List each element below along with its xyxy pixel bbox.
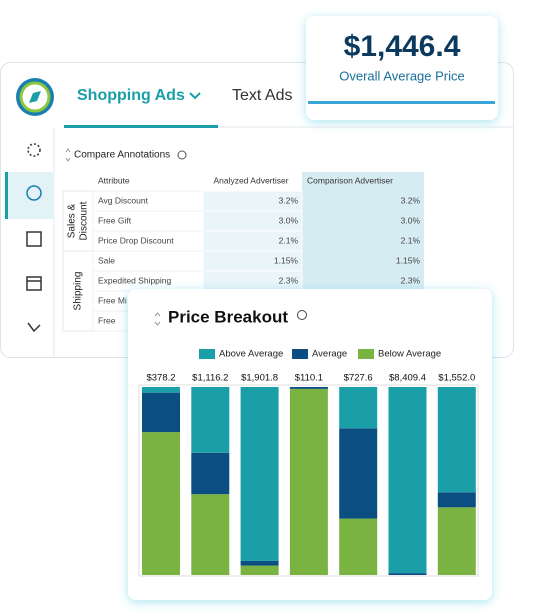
bar-segment	[437, 387, 476, 493]
table-cell: 3.0%	[401, 215, 421, 225]
price-underline	[308, 101, 495, 104]
tab[interactable]: Text Ads	[232, 87, 292, 104]
table-cell: 3.2%	[401, 195, 421, 205]
info-icon	[177, 150, 187, 160]
bar-segment	[191, 452, 230, 495]
bar-segment	[240, 387, 279, 561]
legend-swatch	[292, 349, 308, 359]
bar-segment	[142, 392, 180, 433]
bar-label: $1,901.8	[241, 373, 278, 384]
icon[interactable]	[26, 276, 42, 291]
icon[interactable]	[27, 322, 41, 333]
table-cell: 2.1%	[401, 235, 421, 245]
table-header: Comparison Advertiser	[307, 175, 393, 185]
table-cell: 3.2%	[279, 195, 299, 205]
icon[interactable]	[26, 231, 42, 247]
sort-icon	[154, 312, 161, 326]
table-cell: 1.15%	[396, 255, 421, 265]
icon[interactable]	[27, 143, 41, 157]
bar-segment	[339, 518, 378, 575]
icon[interactable]	[26, 185, 42, 201]
bar-segment	[339, 428, 378, 519]
group-label: Shipping	[73, 272, 84, 311]
table-cell: Free	[98, 315, 116, 325]
group-label: Discount	[79, 201, 90, 240]
bar-segment	[191, 494, 230, 575]
bar-segment	[240, 565, 279, 575]
bar-label: $378.2	[146, 373, 175, 384]
price-card	[306, 16, 498, 120]
plot-frame	[138, 384, 479, 577]
bar-segment	[388, 573, 427, 575]
table-cell: 2.3%	[401, 275, 421, 285]
table-cell: 2.3%	[279, 275, 299, 285]
table-cell: 1.15%	[274, 255, 299, 265]
bar-segment	[191, 387, 230, 453]
bar-label: $1,116.2	[192, 373, 228, 384]
table-cell: 2.1%	[279, 235, 299, 245]
sort-icon	[65, 148, 71, 162]
bar-segment	[437, 507, 476, 575]
annotations-title: Compare Annotations	[74, 150, 170, 161]
chart-title: Price Breakout	[168, 307, 288, 326]
table-header: Analyzed Advertiser	[213, 175, 288, 185]
table-cell: Expedited Shipping	[98, 275, 172, 285]
sidebar-selected	[5, 172, 53, 219]
legend-swatch	[358, 349, 374, 359]
table-cell: Free Gift	[98, 215, 132, 225]
table-cell: 3.0%	[279, 215, 299, 225]
table-cell: Price Drop Discount	[98, 235, 174, 245]
bar-segment	[240, 560, 279, 566]
bar-label: $110.1	[295, 373, 323, 384]
tab[interactable]: Shopping Ads	[77, 87, 185, 104]
tab-underline	[64, 125, 218, 128]
info-icon	[297, 310, 307, 320]
chevron	[189, 92, 201, 100]
price-label: Overall Average Price	[339, 68, 465, 83]
table-header: Attribute	[98, 175, 130, 185]
bar-segment	[142, 432, 180, 575]
table-cell: Free Mi	[98, 295, 127, 305]
group-label: Sales &	[67, 203, 78, 238]
legend-label: Average	[312, 349, 347, 360]
bar-segment	[339, 387, 378, 429]
legend-label: Below Average	[378, 349, 441, 360]
group-cell	[62, 250, 94, 332]
price-value: $1,446.4	[344, 30, 461, 63]
bar-segment	[437, 492, 476, 508]
group-cell	[62, 190, 94, 252]
bar-label: $727.6	[344, 373, 373, 384]
bar-segment	[142, 387, 180, 393]
legend-swatch	[199, 349, 215, 359]
bar-segment	[289, 388, 328, 575]
table-cell: Sale	[98, 255, 115, 265]
legend-label: Above Average	[219, 349, 283, 360]
bar-label: $1,552.0	[438, 373, 475, 384]
logo-needle	[29, 91, 41, 103]
bar-label: $8,409.4	[389, 373, 426, 384]
bar-segment	[388, 387, 427, 574]
sidebar-marker	[5, 172, 8, 219]
table-cell: Avg Discount	[98, 195, 149, 205]
bar-segment	[289, 387, 328, 389]
